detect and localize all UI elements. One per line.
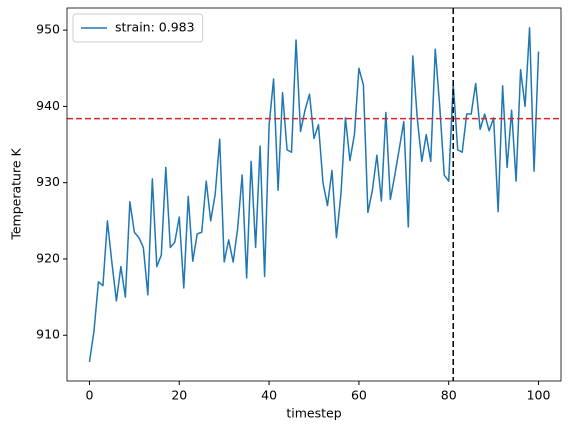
- axes-frame: [66, 7, 562, 382]
- x-tick-label: 0: [85, 388, 93, 403]
- legend-box: [72, 13, 204, 43]
- x-tick-label: 60: [351, 388, 367, 403]
- x-tick-label: 100: [527, 388, 551, 403]
- legend-label: strain: 0.983: [115, 20, 195, 35]
- y-axis-label: Temperature K: [9, 148, 24, 241]
- y-tick-label: 910: [36, 327, 60, 342]
- x-tick-label: 80: [441, 388, 457, 403]
- line-series: [88, 27, 540, 363]
- x-tick-label: 40: [261, 388, 277, 403]
- y-tick-label: 920: [36, 250, 60, 265]
- y-tick-label: 940: [36, 98, 60, 113]
- x-tick-label: 20: [171, 388, 187, 403]
- x-axis-label: timestep: [286, 406, 341, 421]
- y-tick-label: 930: [36, 174, 60, 189]
- y-tick-label: 950: [36, 22, 60, 37]
